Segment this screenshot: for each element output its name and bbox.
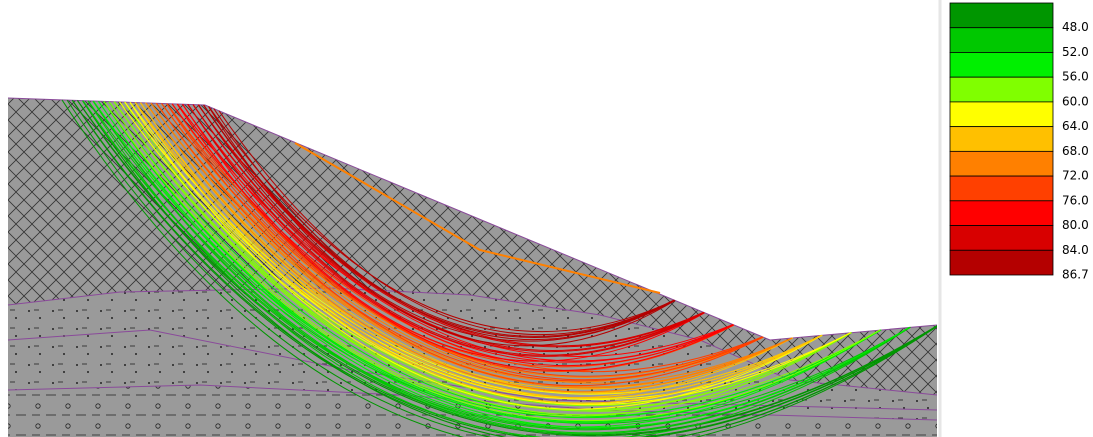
legend-label: 68.0 [1062, 144, 1089, 158]
legend-label: 84.0 [1062, 243, 1089, 257]
section [8, 98, 940, 437]
legend-swatch [950, 28, 1053, 53]
legend-label: 72.0 [1062, 169, 1089, 183]
legend-swatch [950, 77, 1053, 102]
legend-label: 76.0 [1062, 193, 1089, 207]
legend-swatch [950, 3, 1053, 28]
legend-swatch [950, 127, 1053, 152]
legend-swatch [950, 151, 1053, 176]
legend-swatch [950, 176, 1053, 201]
legend-label: 86.7 [1062, 268, 1089, 282]
legend-label: 48.0 [1062, 20, 1089, 34]
legend-label: 64.0 [1062, 119, 1089, 133]
legend-label: 80.0 [1062, 218, 1089, 232]
legend-swatch [950, 226, 1053, 251]
legend-swatch [950, 250, 1053, 275]
slope-view: 48.0 52.0 56.0 60.0 64.0 68.0 72.0 76.0 80.0 84.0… [0, 0, 1093, 437]
legend-label: 56.0 [1062, 70, 1089, 84]
legend-label: 60.0 [1062, 94, 1089, 108]
legend-swatch [950, 52, 1053, 77]
legend-label: 52.0 [1062, 45, 1089, 59]
legend-swatch [950, 102, 1053, 127]
legend: 48.0 52.0 56.0 60.0 64.0 68.0 72.0 76.0 80.0 84.0… [950, 3, 1089, 282]
legend-swatch [950, 201, 1053, 226]
